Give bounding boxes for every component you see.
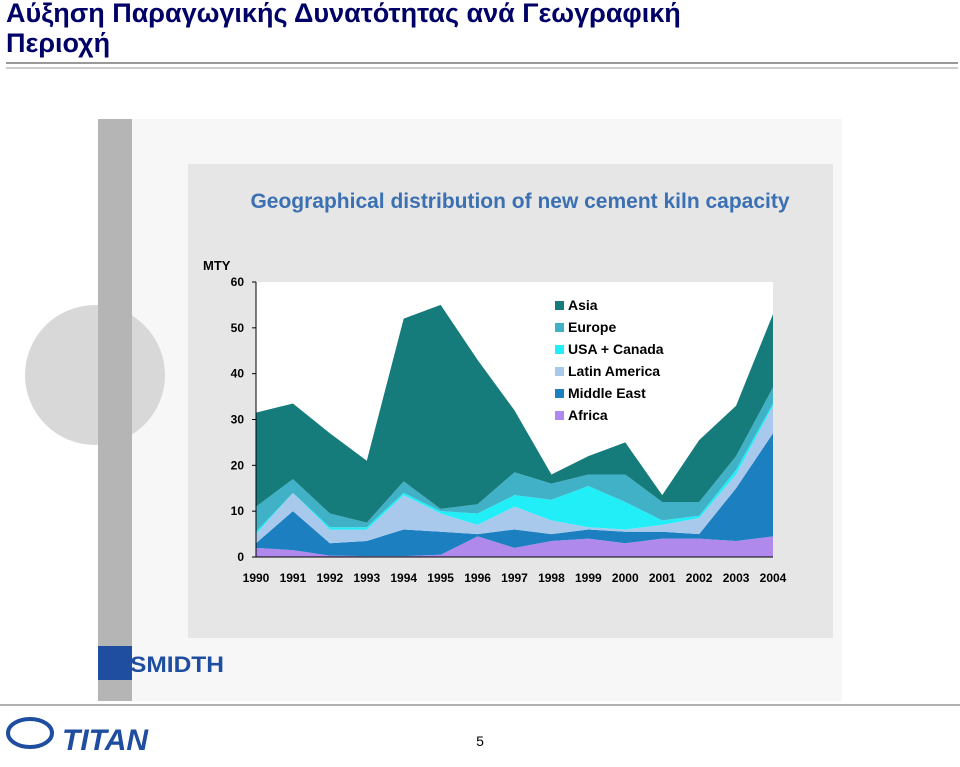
- logo-box: [98, 646, 132, 680]
- area: [256, 536, 773, 557]
- area: [256, 433, 773, 557]
- x-tick-label: 1993: [353, 571, 380, 585]
- x-tick-label: 1994: [390, 571, 417, 585]
- x-tick-label: 2000: [612, 571, 639, 585]
- titan-emblem: [6, 717, 54, 749]
- slide-title: Αύξηση Παραγωγικής Δυνατότητας ανά Γεωγρ…: [6, 0, 681, 58]
- legend-swatch: [555, 323, 564, 332]
- area: [256, 304, 773, 523]
- legend-label: Latin America: [568, 363, 660, 379]
- titan-logo: TITAN: [62, 724, 149, 757]
- x-tick-label: 1992: [317, 571, 344, 585]
- x-tick-label: 2002: [686, 571, 713, 585]
- y-tick-label: 30: [231, 413, 245, 427]
- y-tick-label: 40: [231, 367, 245, 381]
- x-tick-label: 1999: [575, 571, 602, 585]
- area: [256, 387, 773, 532]
- globe: [25, 305, 165, 445]
- legend-label: Africa: [568, 407, 608, 423]
- x-tick-label: 1991: [280, 571, 307, 585]
- y-tick-label: 10: [231, 504, 245, 518]
- legend-swatch: [555, 345, 564, 354]
- y-tick-label: 0: [237, 550, 244, 564]
- legend-swatch: [555, 411, 564, 420]
- x-tick-label: 1996: [464, 571, 491, 585]
- area: [256, 405, 773, 544]
- x-tick-label: 1998: [538, 571, 565, 585]
- legend-swatch: [555, 389, 564, 398]
- y-tick-label: 50: [231, 321, 245, 335]
- x-tick-label: 2001: [649, 571, 676, 585]
- x-tick-label: 1995: [427, 571, 454, 585]
- legend-swatch: [555, 367, 564, 376]
- x-tick-label: 1990: [243, 571, 270, 585]
- y-tick-label: 20: [231, 458, 245, 472]
- legend-label: Asia: [568, 297, 598, 313]
- y-axis-label: MTY: [203, 258, 231, 273]
- chart-title: Geographical distribution of new cement …: [250, 190, 789, 213]
- x-tick-label: 1997: [501, 571, 528, 585]
- flsmidth-logo: FLSMIDTH: [100, 652, 224, 677]
- legend-label: Middle East: [568, 385, 646, 401]
- x-tick-label: 2003: [723, 571, 750, 585]
- side-strip: [98, 119, 132, 701]
- chart: 0 10 20 30 40 50 60 1990 1991 1992 1993 1994 1995 199…: [231, 275, 787, 585]
- y-tick-label: 60: [231, 275, 245, 289]
- page-number: 5: [476, 733, 484, 749]
- legend-label: Europe: [568, 319, 616, 335]
- x-tick-label: 2004: [760, 571, 787, 585]
- legend-label: USA + Canada: [568, 341, 664, 357]
- legend-swatch: [555, 301, 564, 310]
